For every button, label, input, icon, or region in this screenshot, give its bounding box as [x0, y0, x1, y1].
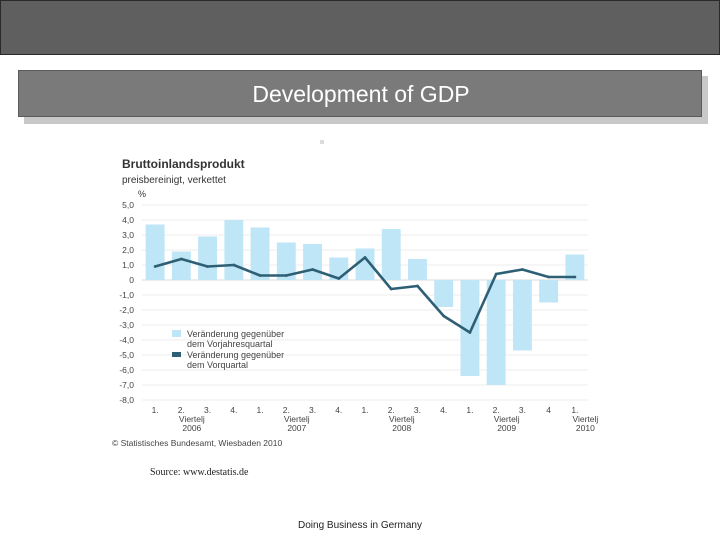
x-tick-label: 3. — [519, 405, 526, 415]
x-group-label: Viertelj — [179, 414, 205, 424]
bar — [539, 280, 559, 303]
legend-entry-bar-1: Veränderung gegenüber — [187, 329, 284, 339]
x-group-label: Viertelj — [389, 414, 415, 424]
line-point — [363, 256, 367, 259]
footer-text: Doing Business in Germany — [298, 520, 422, 531]
x-group-label: Viertelj — [494, 414, 520, 424]
x-tick-label: 2. — [283, 405, 290, 415]
y-tick-label: -3,0 — [119, 320, 134, 330]
x-tick-label: 2. — [388, 405, 395, 415]
x-tick-label: 2. — [493, 405, 500, 415]
line-point — [416, 284, 419, 288]
y-tick-label: -4,0 — [119, 335, 134, 345]
y-tick-label: -8,0 — [119, 395, 134, 405]
slide-title: Development of GDP — [252, 81, 470, 107]
bar — [250, 227, 270, 280]
gdp-chart: Bruttoinlandsprodukt preisbereinigt, ver… — [112, 157, 599, 448]
y-axis: 5,0 4,0 3,0 2,0 1,0 0 -1,0 -2,0 -3,0 -4,0 -5,0 -6,0… — [119, 200, 134, 405]
x-year-label: 2009 — [497, 423, 516, 433]
legend-entry-line-2: dem Vorquartal — [187, 360, 248, 370]
bar — [145, 224, 165, 280]
bar — [355, 248, 375, 280]
x-tick-label: 1. — [152, 405, 159, 415]
x-year-label: 2006 — [182, 423, 201, 433]
x-tick-label: 3. — [414, 405, 421, 415]
legend-entry-bar-2: dem Vorjahresquartal — [187, 339, 273, 349]
line-point — [284, 274, 288, 277]
line-point — [389, 287, 393, 291]
y-tick-label: 4,0 — [122, 215, 134, 225]
x-group-label: Viertelj — [284, 414, 310, 424]
x-group-label: Viertelj — [572, 414, 598, 424]
x-tick-label: 1. — [466, 405, 473, 415]
line-point — [337, 277, 341, 280]
legend-swatch-bar — [172, 330, 181, 337]
x-axis: 1. 2. 3. 4. 1. 2. 3. 4. 1. 2. 3. 4. 1. 2. 3. 4 1.Viertel… — [152, 405, 599, 433]
x-tick-label: 1. — [361, 405, 368, 415]
x-tick-label: 1. — [571, 405, 578, 415]
source-note: Source: www.destatis.de — [150, 467, 249, 478]
x-tick-label: 2. — [178, 405, 185, 415]
legend-entry-line-1: Veränderung gegenüber — [187, 350, 284, 360]
line-point — [468, 331, 472, 334]
line-point — [179, 257, 183, 261]
chart-credit: © Statistisches Bundesamt, Wiesbaden 201… — [112, 438, 282, 448]
line-point — [494, 272, 498, 276]
y-tick-label: 5,0 — [122, 200, 134, 210]
x-tick-label: 4. — [230, 405, 237, 415]
bar — [171, 251, 191, 280]
y-tick-label: -7,0 — [119, 380, 134, 390]
line-point — [442, 314, 446, 318]
x-tick-label: 1. — [257, 405, 264, 415]
y-tick-label: -6,0 — [119, 365, 134, 375]
x-tick-label: 3. — [309, 405, 316, 415]
top-bar — [0, 0, 720, 55]
bar — [198, 236, 218, 280]
x-year-label: 2007 — [287, 423, 306, 433]
line-point — [232, 263, 236, 267]
line-point — [547, 275, 551, 279]
chart-ylabel: % — [138, 189, 146, 199]
bar — [512, 280, 532, 351]
y-tick-label: 2,0 — [122, 245, 134, 255]
chart-subtitle: preisbereinigt, verkettet — [122, 175, 226, 186]
bar-series — [145, 220, 585, 385]
bar — [565, 254, 585, 280]
y-tick-label: 3,0 — [122, 230, 134, 240]
y-tick-label: -2,0 — [119, 305, 134, 315]
bar — [224, 220, 244, 280]
chart-title: Bruttoinlandsprodukt — [122, 157, 245, 171]
y-tick-label: 0 — [129, 275, 134, 285]
y-tick-label: -5,0 — [119, 350, 134, 360]
y-tick-label: -1,0 — [119, 290, 134, 300]
line-point — [311, 268, 314, 271]
bar — [303, 244, 322, 280]
x-tick-label: 4 — [546, 405, 551, 415]
x-tick-label: 4. — [335, 405, 342, 415]
stray-mark — [320, 140, 324, 144]
bar — [486, 280, 506, 385]
bar — [276, 242, 296, 280]
line-point — [573, 275, 577, 279]
line-series — [153, 256, 577, 334]
x-tick-label: 4. — [440, 405, 447, 415]
bar — [434, 280, 454, 307]
bar — [408, 259, 427, 280]
x-year-label: 2008 — [392, 423, 411, 433]
x-tick-label: 3. — [204, 405, 211, 415]
bar — [381, 229, 401, 280]
y-tick-label: 1,0 — [122, 260, 134, 270]
title-box: Development of GDP — [18, 70, 702, 117]
legend-swatch-line — [172, 352, 181, 357]
line-point — [153, 265, 157, 268]
line-point — [206, 265, 209, 268]
x-year-label: 2010 — [576, 423, 595, 433]
legend: Veränderung gegenüber dem Vorjahresquart… — [172, 329, 284, 370]
line-point — [521, 268, 524, 271]
line-point — [258, 274, 262, 277]
bar — [460, 280, 480, 376]
